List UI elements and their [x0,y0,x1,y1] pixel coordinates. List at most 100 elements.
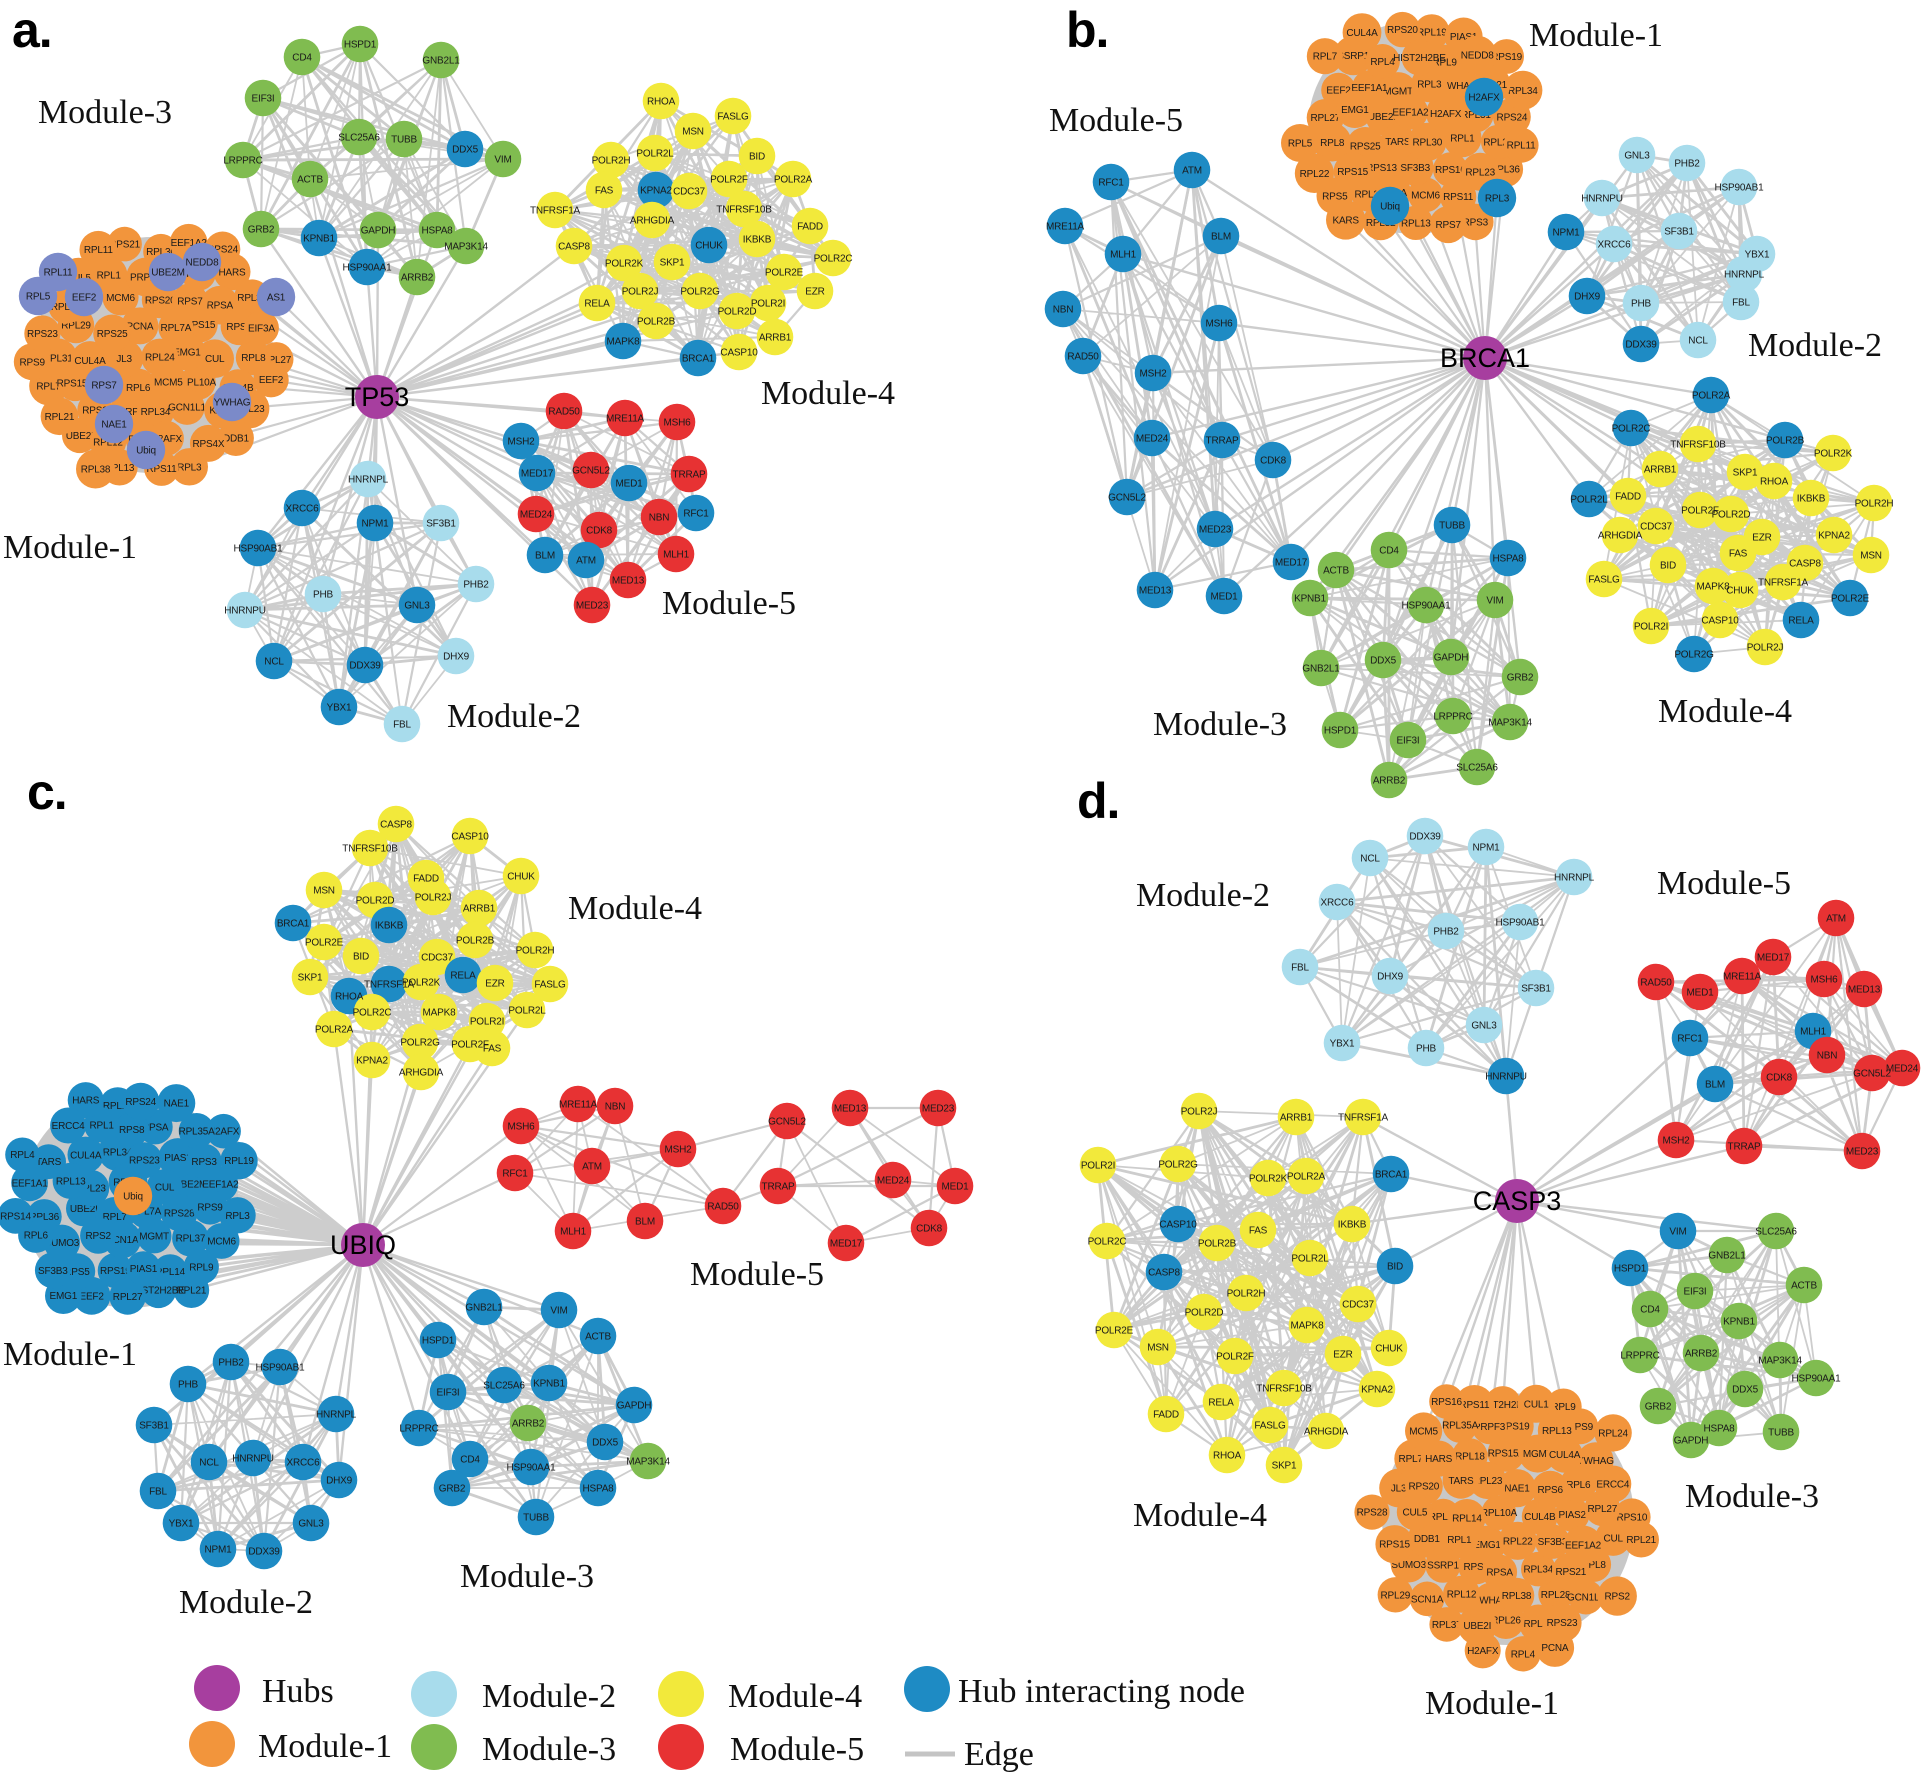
svg-text:POLR2F: POLR2F [451,1040,489,1051]
svg-text:RELA: RELA [1788,616,1814,627]
svg-text:GAPDH: GAPDH [1674,1436,1709,1447]
svg-text:LRPPRC: LRPPRC [1620,1351,1659,1362]
svg-text:FASLG: FASLG [717,112,749,123]
svg-text:BID: BID [1660,561,1676,572]
svg-text:NCL: NCL [1688,336,1708,347]
svg-text:FBL: FBL [1732,298,1750,309]
svg-text:RPL35A: RPL35A [179,1126,216,1137]
svg-text:NAE1: NAE1 [1504,1484,1530,1495]
svg-text:HSPA8: HSPA8 [582,1484,614,1495]
svg-text:ARRB2: ARRB2 [512,1419,545,1430]
svg-text:BLM: BLM [635,1217,655,1228]
svg-text:ERCC4: ERCC4 [52,1121,86,1132]
svg-text:GAPDH: GAPDH [617,1401,652,1412]
svg-text:RELA: RELA [450,971,476,982]
svg-text:MED23: MED23 [1846,1147,1879,1158]
svg-text:NBN: NBN [649,513,670,524]
svg-text:BID: BID [749,152,765,163]
svg-text:HIST2H2BE: HIST2H2BE [132,1286,185,1297]
svg-text:RPS28: RPS28 [164,1208,195,1219]
svg-text:NBN: NBN [1053,305,1074,316]
svg-text:RHOA: RHOA [1213,1451,1242,1462]
svg-text:RFC1: RFC1 [502,1169,528,1180]
svg-text:TARS: TARS [36,1157,62,1168]
svg-text:TRRAP: TRRAP [1206,436,1239,447]
svg-text:HSP90AA1: HSP90AA1 [343,263,393,274]
svg-text:PHB: PHB [1631,299,1651,310]
svg-text:POLR2J: POLR2J [622,287,659,298]
svg-text:PRPF3: PRPF3 [1474,1422,1506,1433]
svg-text:GNB2L1: GNB2L1 [422,56,460,67]
svg-text:RPL7A: RPL7A [161,323,192,334]
svg-text:POLR2L: POLR2L [636,149,674,160]
svg-text:SKP1: SKP1 [298,973,323,984]
svg-text:CUL: CUL [205,354,225,365]
svg-text:SF3B1: SF3B1 [426,519,456,530]
svg-text:RPL31: RPL31 [43,354,73,365]
svg-text:RPL37: RPL37 [1432,1620,1462,1631]
svg-text:HNRNPL: HNRNPL [348,475,389,486]
svg-text:RELA: RELA [584,299,610,310]
svg-text:EEF2: EEF2 [1326,86,1351,97]
svg-text:UBE2I: UBE2I [70,1204,98,1215]
svg-text:POLR2F: POLR2F [1216,1352,1254,1363]
svg-text:MSH6: MSH6 [1811,975,1839,986]
svg-text:MED1: MED1 [1687,988,1715,999]
svg-text:POLR2B: POLR2B [1198,1239,1237,1250]
svg-text:KARS: KARS [1332,215,1359,226]
svg-text:SLC25A6: SLC25A6 [338,133,380,144]
svg-text:RPS14: RPS14 [0,1211,31,1222]
svg-text:RPL1: RPL1 [1447,1535,1472,1546]
svg-text:MAPK8: MAPK8 [607,337,641,348]
svg-text:RPL22: RPL22 [1300,169,1330,180]
svg-text:POLR2K: POLR2K [605,259,644,270]
svg-text:RPS11: RPS11 [1443,192,1474,203]
svg-text:YBX1: YBX1 [169,1519,194,1530]
svg-text:GCN5L2: GCN5L2 [1108,493,1146,504]
svg-text:RPL11: RPL11 [1507,141,1536,152]
svg-text:DDX39: DDX39 [349,661,381,672]
svg-text:LRPPRC: LRPPRC [399,1424,438,1435]
svg-text:EIF3A: EIF3A [248,323,275,334]
svg-text:ATM: ATM [576,556,596,567]
svg-text:MED23: MED23 [1199,525,1232,536]
svg-text:EIF3I: EIF3I [1397,736,1420,747]
svg-text:MED23: MED23 [922,1104,955,1115]
svg-text:MSN: MSN [1147,1343,1169,1354]
svg-text:H2AFX: H2AFX [1467,1646,1499,1657]
svg-text:RPS25: RPS25 [97,329,128,340]
svg-text:RPL13: RPL13 [1401,218,1431,229]
svg-text:RFC1: RFC1 [1677,1034,1703,1045]
svg-text:RPSA: RPSA [207,301,234,312]
svg-text:RPS21: RPS21 [1555,1567,1586,1578]
svg-text:DDX39: DDX39 [1625,340,1657,351]
svg-text:HSP90AB1: HSP90AB1 [1496,918,1546,929]
svg-text:CD4: CD4 [1379,546,1399,557]
svg-text:MSH6: MSH6 [664,418,692,429]
svg-text:RPL30: RPL30 [146,247,176,258]
svg-text:CD4: CD4 [460,1455,480,1466]
svg-text:HSPD1: HSPD1 [344,40,377,51]
svg-text:POLR2L: POLR2L [1291,1254,1329,1265]
svg-text:CUL5: CUL5 [1403,1508,1428,1519]
svg-text:UBE2M: UBE2M [174,1180,207,1191]
svg-text:RPL34: RPL34 [103,1147,133,1158]
svg-text:RPL27: RPL27 [1311,113,1341,124]
svg-text:MCM6: MCM6 [207,1237,236,1248]
svg-text:HSPD1: HSPD1 [1614,1264,1647,1275]
svg-text:RPS11: RPS11 [1459,1400,1490,1411]
svg-text:HSP90AB1: HSP90AB1 [1715,183,1765,194]
svg-text:ERCC4: ERCC4 [1596,1480,1630,1491]
svg-text:GRB2: GRB2 [1645,1402,1672,1413]
svg-text:EZR: EZR [485,979,504,990]
svg-text:CDK8: CDK8 [1766,1073,1793,1084]
svg-text:RPS19: RPS19 [1491,52,1522,63]
svg-text:UBE2M: UBE2M [1368,112,1401,123]
svg-text:POLR2A: POLR2A [774,175,813,186]
svg-text:POLR2H: POLR2H [1855,499,1894,510]
svg-text:BRCA1: BRCA1 [1375,1170,1408,1181]
svg-text:POLR2K: POLR2K [1249,1174,1288,1185]
svg-text:EEF1A1: EEF1A1 [1351,83,1388,94]
svg-text:ATM: ATM [1826,914,1846,925]
svg-text:GAPDH: GAPDH [1434,653,1469,664]
